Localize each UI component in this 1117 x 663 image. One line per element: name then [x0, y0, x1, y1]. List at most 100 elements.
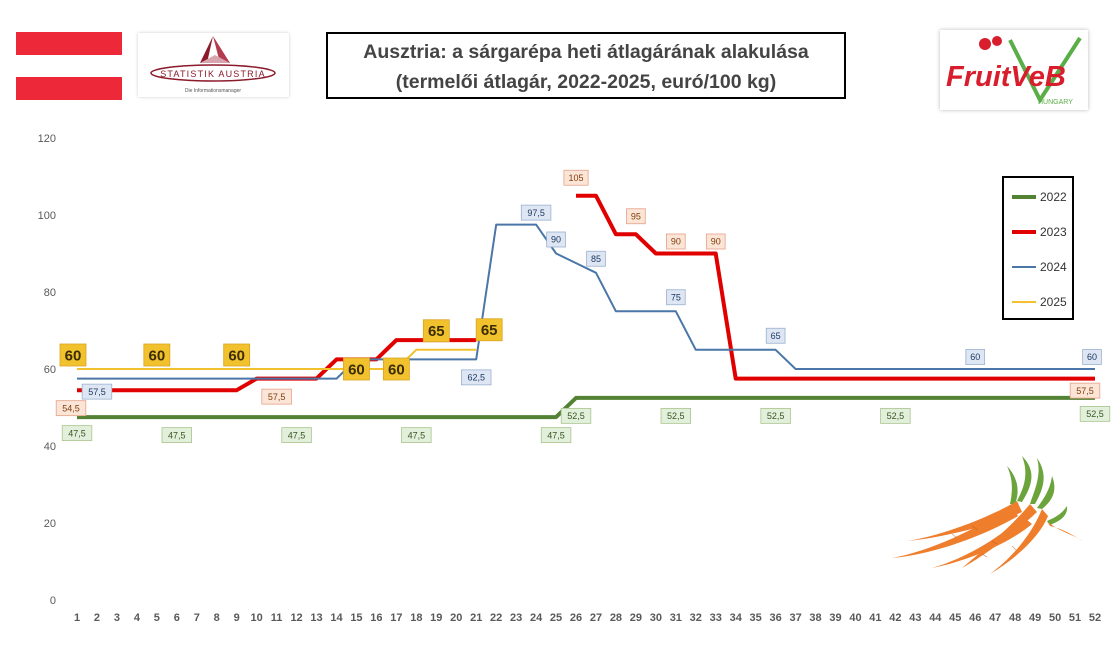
x-tick-label: 47	[989, 612, 1001, 624]
y-tick-label: 40	[44, 441, 56, 453]
data-label-box	[563, 169, 589, 186]
data-label-text: 47,5	[168, 430, 186, 440]
data-label-2022: 52,5	[760, 407, 791, 424]
series-line-2024	[77, 223, 1095, 380]
data-label-text: 52,5	[887, 411, 905, 421]
data-label-text: 47,5	[408, 430, 426, 440]
x-tick-label: 5	[154, 612, 160, 624]
data-label-2023: 95	[626, 208, 646, 225]
y-tick-label: 120	[38, 133, 56, 145]
x-tick-label: 11	[271, 612, 283, 624]
statistik-austria-logo-graphic: STATISTIK AUSTRIA Die Informationsmanage…	[150, 36, 276, 94]
data-label-2024: 62,5	[461, 369, 492, 386]
y-tick-label: 80	[44, 287, 56, 299]
legend-label-2022: 2022	[1040, 190, 1067, 204]
legend-label-2024: 2024	[1040, 260, 1067, 274]
data-label-2023: 90	[666, 233, 686, 250]
data-label-box	[261, 388, 292, 405]
data-label-2025: 60	[223, 343, 251, 367]
statistik-austria-tagline: Die Informationsmanager	[185, 88, 241, 94]
data-label-box	[965, 349, 986, 365]
data-labels: 47,5 47,5 47,5 47,5 47,552,5 52,5 52,5 52,5 52,5…	[55, 169, 1111, 444]
x-tick-label: 44	[929, 612, 942, 624]
x-tick-label: 22	[490, 612, 502, 624]
x-tick-label: 38	[809, 612, 821, 624]
data-label-text: 60	[970, 352, 980, 362]
data-label-text: 97,5	[527, 208, 545, 218]
data-label-2023: 57,5	[261, 388, 292, 405]
x-tick-label: 4	[134, 612, 141, 624]
data-label-box	[422, 319, 450, 343]
data-label-box	[660, 407, 692, 424]
flag-stripe-top	[16, 32, 122, 55]
x-tick-label: 7	[194, 612, 200, 624]
data-label-2024: 97,5	[520, 204, 552, 221]
data-label-text: 90	[711, 237, 721, 247]
data-label-box	[59, 343, 87, 367]
x-tick-label: 20	[450, 612, 462, 624]
data-label-text: 60	[1087, 352, 1097, 362]
data-label-2024: 60	[965, 349, 986, 365]
data-label-2025: 60	[143, 343, 171, 367]
x-tick-label: 25	[550, 612, 562, 624]
x-tick-label: 2	[94, 612, 100, 624]
x-tick-label: 35	[750, 612, 762, 624]
data-label-box	[343, 357, 370, 381]
flag-stripe-bottom	[16, 77, 122, 100]
x-tick-label: 16	[370, 612, 382, 624]
y-tick-label: 0	[50, 595, 56, 607]
legend-swatch-2022	[1012, 195, 1036, 199]
x-tick-label: 49	[1029, 612, 1041, 624]
data-label-box	[765, 327, 786, 344]
x-tick-label: 46	[969, 612, 981, 624]
x-tick-label: 13	[310, 612, 322, 624]
series-line-2022	[77, 395, 1095, 420]
data-label-text: 105	[569, 173, 584, 183]
x-tick-label: 17	[390, 612, 402, 624]
flag-stripe-middle	[16, 54, 122, 78]
x-tick-label: 52	[1089, 612, 1101, 624]
x-tick-label: 10	[251, 612, 263, 624]
x-tick-label: 9	[234, 612, 240, 624]
data-label-2022: 52,5	[660, 407, 692, 424]
x-tick-label: 12	[290, 612, 302, 624]
data-label-box	[61, 425, 93, 442]
x-tick-label: 33	[710, 612, 722, 624]
y-axis: 0 20 40 60 80 100 120	[38, 133, 56, 607]
data-label-2023: 90	[705, 233, 726, 250]
chart-legend: 2022 2023 2024 2025	[1002, 176, 1074, 320]
data-label-2022: 52,5	[1079, 405, 1111, 422]
data-label-text: 60	[148, 347, 165, 364]
data-label-2024: 57,5	[81, 383, 113, 400]
data-label-2022: 52,5	[560, 407, 592, 424]
data-label-text: 57,5	[88, 387, 106, 397]
x-tick-label: 27	[590, 612, 602, 624]
data-label-text: 65	[428, 323, 445, 340]
legend-swatch-2023	[1012, 230, 1036, 234]
x-tick-label: 51	[1069, 612, 1081, 624]
legend-item-2023: 2023	[1012, 223, 1076, 243]
data-label-text: 52,5	[667, 411, 685, 421]
x-tick-label: 26	[570, 612, 582, 624]
data-label-text: 90	[671, 237, 681, 247]
data-label-box	[475, 318, 503, 342]
data-label-box	[666, 289, 686, 306]
legend-label-2023: 2023	[1040, 225, 1067, 239]
x-tick-label: 19	[430, 612, 442, 624]
x-tick-label: 24	[530, 612, 543, 624]
data-label-box	[81, 383, 113, 400]
data-label-box	[1069, 382, 1101, 399]
data-label-2024: 65	[765, 327, 786, 344]
data-label-2024: 85	[586, 250, 606, 267]
x-tick-label: 50	[1049, 612, 1061, 624]
data-label-text: 52,5	[567, 411, 585, 421]
data-label-text: 47,5	[68, 428, 86, 438]
data-label-text: 52,5	[1086, 409, 1104, 419]
series-lines	[77, 193, 1095, 420]
data-label-text: 60	[388, 361, 405, 378]
data-label-text: 47,5	[288, 430, 306, 440]
cherry-icon	[979, 38, 991, 50]
data-label-text: 60	[228, 347, 245, 364]
data-label-text: 52,5	[767, 411, 785, 421]
data-label-text: 65	[771, 331, 781, 341]
